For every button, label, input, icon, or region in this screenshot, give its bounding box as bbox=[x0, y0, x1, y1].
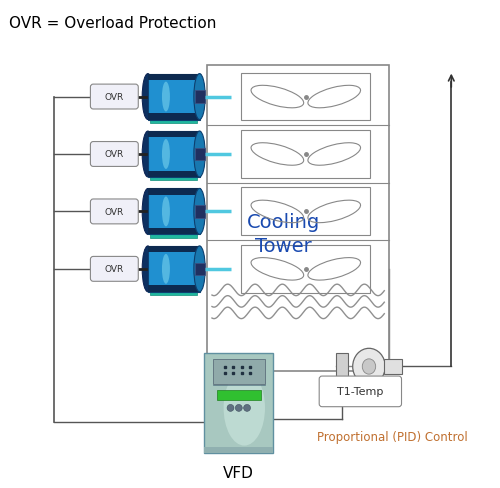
Text: OVR: OVR bbox=[104, 150, 124, 159]
Bar bbox=[204, 353, 273, 453]
Text: OVR: OVR bbox=[104, 207, 124, 217]
Ellipse shape bbox=[224, 370, 265, 446]
Text: VFD: VFD bbox=[224, 465, 254, 480]
Text: Proportional (PID) Control: Proportional (PID) Control bbox=[318, 430, 468, 443]
Ellipse shape bbox=[362, 359, 376, 374]
Bar bbox=[148, 246, 200, 253]
Ellipse shape bbox=[142, 75, 154, 120]
Bar bbox=[336, 353, 348, 380]
Bar bbox=[148, 75, 200, 120]
Bar bbox=[241, 245, 370, 293]
Bar bbox=[384, 359, 402, 374]
Bar bbox=[148, 132, 200, 138]
Ellipse shape bbox=[194, 132, 205, 178]
FancyBboxPatch shape bbox=[90, 142, 138, 167]
FancyBboxPatch shape bbox=[90, 85, 138, 110]
Text: OVR = Overload Protection: OVR = Overload Protection bbox=[9, 16, 216, 31]
Ellipse shape bbox=[142, 189, 154, 235]
Bar bbox=[194, 91, 204, 103]
Bar bbox=[148, 189, 200, 196]
Bar bbox=[241, 131, 370, 179]
Text: OVR: OVR bbox=[104, 265, 124, 274]
Ellipse shape bbox=[142, 246, 154, 292]
Bar bbox=[148, 114, 200, 120]
Ellipse shape bbox=[162, 140, 170, 169]
Ellipse shape bbox=[194, 75, 205, 120]
Ellipse shape bbox=[352, 348, 385, 385]
Bar bbox=[241, 74, 370, 121]
Ellipse shape bbox=[142, 132, 154, 178]
Text: Cooling
Tower: Cooling Tower bbox=[247, 213, 320, 255]
Text: T1-Temp: T1-Temp bbox=[337, 386, 384, 397]
Bar bbox=[216, 390, 261, 400]
Bar bbox=[150, 232, 197, 238]
Text: OVR: OVR bbox=[104, 93, 124, 102]
Bar bbox=[148, 171, 200, 178]
Ellipse shape bbox=[236, 405, 242, 411]
Bar bbox=[194, 206, 204, 218]
Ellipse shape bbox=[194, 189, 205, 235]
Bar bbox=[150, 117, 197, 123]
Ellipse shape bbox=[227, 405, 234, 411]
Bar bbox=[212, 359, 265, 384]
Ellipse shape bbox=[194, 246, 205, 292]
Bar bbox=[207, 66, 389, 371]
FancyBboxPatch shape bbox=[90, 257, 138, 282]
FancyBboxPatch shape bbox=[319, 376, 402, 407]
Ellipse shape bbox=[162, 82, 170, 112]
Bar bbox=[150, 289, 197, 296]
Ellipse shape bbox=[244, 405, 250, 411]
Bar bbox=[204, 447, 273, 453]
Bar bbox=[194, 148, 204, 161]
Bar bbox=[148, 75, 200, 81]
Bar bbox=[194, 263, 204, 276]
Bar bbox=[148, 189, 200, 235]
Bar bbox=[148, 286, 200, 292]
FancyBboxPatch shape bbox=[90, 200, 138, 224]
Bar bbox=[148, 246, 200, 292]
Bar bbox=[241, 188, 370, 236]
Ellipse shape bbox=[162, 197, 170, 227]
Ellipse shape bbox=[162, 254, 170, 284]
Bar bbox=[148, 228, 200, 235]
Bar bbox=[150, 174, 197, 181]
Bar bbox=[148, 132, 200, 178]
